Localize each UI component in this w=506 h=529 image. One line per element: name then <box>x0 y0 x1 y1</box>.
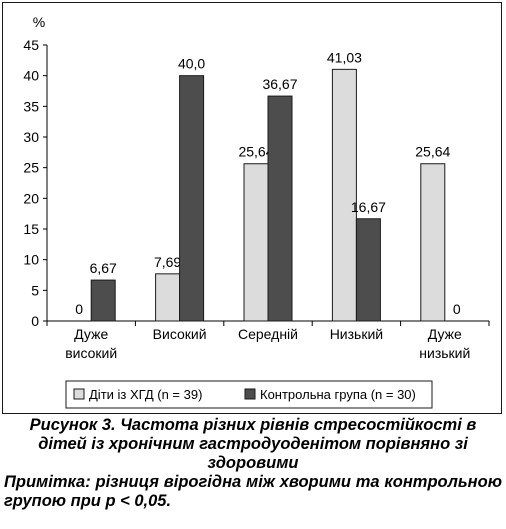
x-category-label: Низький <box>330 326 383 342</box>
legend-swatch-hgd <box>73 388 85 400</box>
y-tick-label: 20 <box>23 190 39 206</box>
bar-control <box>90 279 116 322</box>
bar-control <box>355 218 381 322</box>
y-tick-label: 5 <box>31 282 39 298</box>
x-category-label: Дуже <box>74 326 108 342</box>
data-label: 7,69 <box>154 254 181 270</box>
data-label: 25,64 <box>415 144 450 160</box>
y-tick-label: 40 <box>23 68 39 84</box>
bar-hgd <box>331 68 357 322</box>
figure-caption: Рисунок 3. Частота різних рівнів стресос… <box>0 416 506 511</box>
y-tick-label: 0 <box>31 313 39 329</box>
legend-label-control: Контрольна група (n = 30) <box>260 387 416 402</box>
x-category-label: високий <box>65 345 117 361</box>
caption-title: Рисунок 3. Частота різних рівнів стресос… <box>29 416 477 472</box>
y-tick-label: 30 <box>23 129 39 145</box>
data-label: 0 <box>453 301 461 317</box>
bar-hgd <box>155 273 181 322</box>
y-axis-unit-label: % <box>33 14 45 30</box>
x-category-label: Дуже <box>428 326 462 342</box>
bar-hgd <box>420 163 446 322</box>
bar-control <box>179 75 205 322</box>
y-tick-label: 45 <box>23 37 39 53</box>
data-label: 16,67 <box>351 199 386 215</box>
data-label: 36,67 <box>262 76 297 92</box>
bar-control <box>267 95 293 322</box>
y-tick-label: 25 <box>23 160 39 176</box>
x-category-label: Високий <box>153 326 207 342</box>
bar-hgd <box>243 163 269 322</box>
legend-swatch-control <box>244 388 256 400</box>
x-category-label: Середній <box>238 326 298 342</box>
data-label: 25,64 <box>238 144 273 160</box>
legend-label-hgd: Діти із ХГД (n = 39) <box>89 387 202 402</box>
data-label: 6,67 <box>90 260 117 276</box>
bar-chart: % 0 5 10 15 20 25 30 35 40 45 0 6,67 Дуже високий 7,69 4… <box>23 14 490 409</box>
caption-note: Примітка: різниця вірогідна між хворими … <box>4 473 502 510</box>
chart-frame: % 0 5 10 15 20 25 30 35 40 45 0 6,67 Дуже високий 7,69 4… <box>2 2 502 414</box>
y-tick-label: 10 <box>23 252 39 268</box>
x-category-label: низький <box>419 345 470 361</box>
y-tick-label: 15 <box>23 221 39 237</box>
data-label: 41,03 <box>327 49 362 65</box>
data-label: 0 <box>75 301 83 317</box>
data-label: 40,0 <box>178 56 205 72</box>
y-tick-label: 35 <box>23 98 39 114</box>
